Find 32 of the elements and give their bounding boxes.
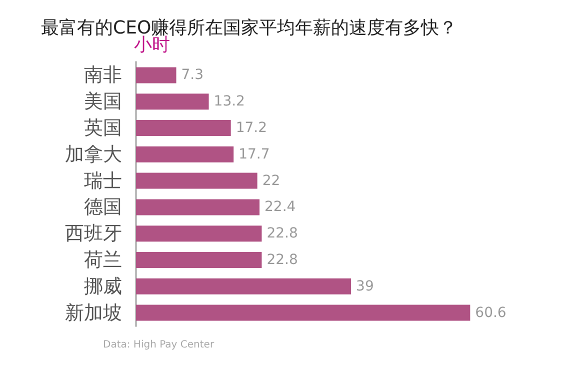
- data-label: 13.2: [214, 94, 245, 110]
- y-tick-label: 新加坡: [65, 302, 122, 324]
- bar: [136, 67, 176, 84]
- data-label: 17.2: [236, 120, 268, 136]
- y-tick-label: 挪威: [84, 275, 122, 298]
- bar: [136, 304, 470, 321]
- bar: [136, 146, 234, 162]
- data-label: 22.8: [266, 226, 298, 242]
- bar: [136, 120, 231, 136]
- bar: [136, 199, 260, 216]
- bar: [136, 172, 258, 189]
- y-tick-label: 南非: [84, 64, 122, 86]
- data-label: 17.7: [238, 146, 270, 162]
- y-tick-label: 加拿大: [65, 143, 122, 166]
- data-label: 22: [262, 172, 280, 189]
- y-tick-label: 德国: [84, 196, 122, 218]
- data-label: 22.4: [264, 199, 296, 216]
- bar: [136, 94, 209, 110]
- y-tick-label: 西班牙: [65, 222, 122, 245]
- bar: [136, 226, 262, 242]
- data-label: 39: [356, 278, 374, 294]
- bar: [136, 252, 262, 268]
- y-tick-label: 英国: [84, 117, 122, 139]
- data-label: 22.8: [266, 252, 298, 268]
- y-tick-label: 美国: [84, 90, 122, 113]
- y-tick-label: 瑞士: [84, 170, 122, 192]
- y-tick-label: 荷兰: [84, 249, 122, 271]
- x-axis-title: 小时: [134, 34, 170, 56]
- text: Data: High Pay Center: [103, 340, 215, 350]
- data-label: 7.3: [181, 67, 204, 84]
- data-label: 60.6: [475, 304, 506, 321]
- bar: [136, 278, 352, 294]
